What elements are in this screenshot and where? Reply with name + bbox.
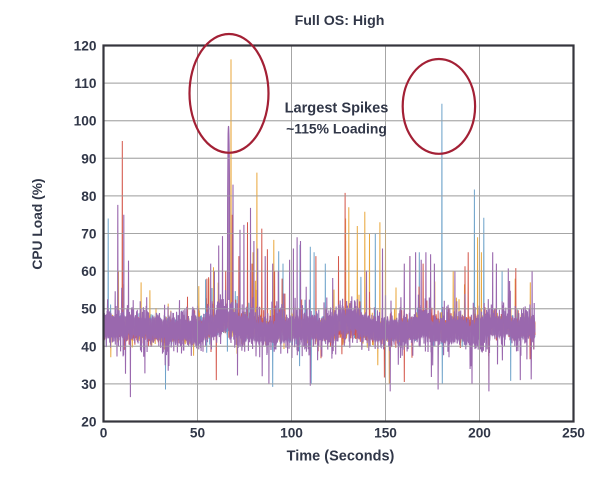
svg-text:80: 80 bbox=[81, 189, 97, 204]
svg-text:150: 150 bbox=[374, 426, 397, 441]
svg-text:50: 50 bbox=[81, 302, 97, 317]
svg-text:120: 120 bbox=[74, 39, 97, 54]
svg-text:90: 90 bbox=[81, 151, 97, 166]
svg-text:50: 50 bbox=[190, 426, 206, 441]
svg-text:Full OS: High: Full OS: High bbox=[295, 13, 385, 29]
svg-text:100: 100 bbox=[74, 114, 97, 129]
svg-text:200: 200 bbox=[468, 426, 491, 441]
svg-text:250: 250 bbox=[562, 426, 585, 441]
svg-text:40: 40 bbox=[81, 339, 97, 354]
svg-text:0: 0 bbox=[100, 426, 108, 441]
svg-text:20: 20 bbox=[81, 415, 97, 430]
svg-text:30: 30 bbox=[81, 377, 97, 392]
svg-text:Largest Spikes: Largest Spikes bbox=[285, 101, 389, 117]
svg-text:~115% Loading: ~115% Loading bbox=[286, 121, 387, 137]
svg-text:60: 60 bbox=[81, 264, 97, 279]
svg-text:Time (Seconds): Time (Seconds) bbox=[287, 449, 395, 465]
svg-text:CPU Load (%): CPU Load (%) bbox=[30, 178, 45, 269]
svg-text:70: 70 bbox=[81, 227, 97, 242]
svg-text:110: 110 bbox=[74, 76, 96, 91]
svg-text:100: 100 bbox=[280, 426, 303, 441]
